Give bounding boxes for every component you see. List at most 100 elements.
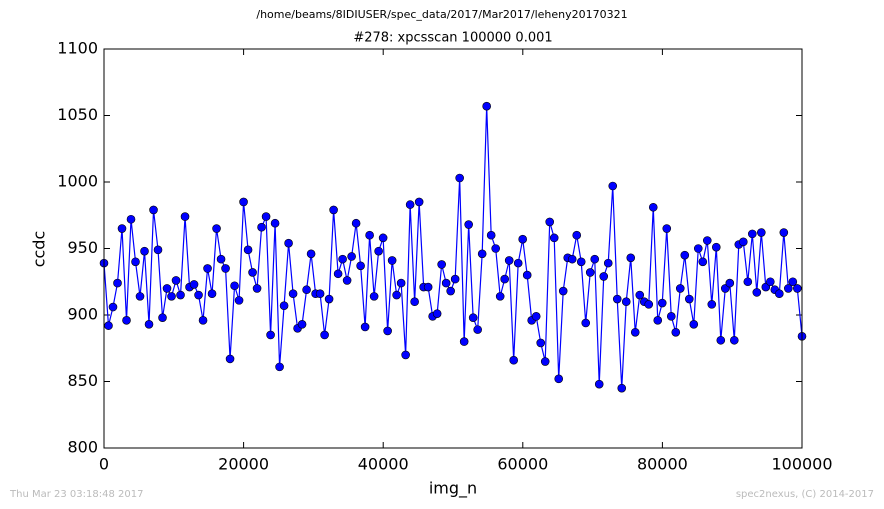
x-tick-label: 80000 xyxy=(637,455,688,474)
data-point xyxy=(158,313,167,322)
data-point xyxy=(455,173,464,183)
data-point xyxy=(338,254,347,264)
chart-title: #278: xpcsscan 100000 0.001 xyxy=(353,31,552,46)
data-point xyxy=(113,278,122,288)
data-point xyxy=(635,290,645,300)
data-point xyxy=(725,278,735,288)
data-point xyxy=(374,246,383,256)
data-point xyxy=(176,290,185,300)
data-point xyxy=(351,218,361,228)
data-point xyxy=(707,300,717,309)
data-point xyxy=(342,276,352,285)
data-point xyxy=(423,282,433,292)
data-point xyxy=(608,181,618,191)
data-point xyxy=(392,290,401,300)
data-point xyxy=(590,254,600,264)
footer-left: Thu Mar 23 03:18:48 2017 xyxy=(9,489,143,500)
data-point xyxy=(779,228,789,237)
data-point xyxy=(545,217,555,227)
data-point xyxy=(104,321,113,330)
data-point xyxy=(446,286,455,296)
data-point xyxy=(360,322,370,332)
data-point xyxy=(135,292,145,301)
data-point xyxy=(117,224,127,233)
data-point xyxy=(716,335,726,345)
data-point xyxy=(671,327,681,337)
data-point xyxy=(405,200,415,209)
data-point xyxy=(257,222,266,232)
x-tick-label: 60000 xyxy=(497,455,548,474)
data-point xyxy=(581,318,591,328)
data-point xyxy=(248,268,257,277)
data-point xyxy=(554,374,564,384)
data-point xyxy=(212,224,221,233)
data-point xyxy=(495,292,505,301)
data-point xyxy=(131,257,140,267)
data-point xyxy=(482,101,491,111)
data-point xyxy=(748,229,757,239)
data-point xyxy=(167,292,176,301)
data-point xyxy=(270,218,280,228)
data-point xyxy=(189,280,199,289)
data-point xyxy=(666,312,676,321)
data-point xyxy=(540,357,550,366)
data-point xyxy=(396,278,406,288)
data-point xyxy=(500,274,509,284)
data-point xyxy=(567,254,577,264)
data-point xyxy=(459,337,469,346)
data-point xyxy=(140,246,149,256)
x-axis-label: img_n xyxy=(429,479,477,499)
data-point xyxy=(203,264,212,273)
data-point xyxy=(144,320,154,329)
data-point xyxy=(171,276,181,285)
data-point xyxy=(711,242,721,252)
data-point xyxy=(594,379,604,389)
data-point xyxy=(356,261,365,271)
data-point xyxy=(284,238,293,248)
data-point xyxy=(491,244,500,253)
data-point xyxy=(468,313,478,322)
data-point xyxy=(194,290,203,300)
data-point xyxy=(207,289,217,299)
data-point xyxy=(612,294,622,304)
data-point xyxy=(509,355,518,365)
data-point xyxy=(432,309,442,318)
data-point xyxy=(693,244,703,253)
x-tick-label: 100000 xyxy=(771,455,832,474)
data-point xyxy=(657,298,667,308)
data-point xyxy=(473,325,482,334)
data-point xyxy=(221,264,230,273)
data-point xyxy=(414,197,424,207)
data-point xyxy=(252,284,262,293)
data-point xyxy=(216,254,226,264)
data-point xyxy=(324,294,334,304)
data-point xyxy=(766,277,775,287)
data-point xyxy=(153,245,163,255)
data-point xyxy=(275,362,284,372)
data-point xyxy=(387,256,397,265)
data-point xyxy=(536,338,546,348)
data-point xyxy=(288,289,298,299)
data-point xyxy=(243,245,253,255)
data-point xyxy=(549,233,559,243)
data-point xyxy=(347,252,356,261)
data-point xyxy=(365,230,374,240)
data-point xyxy=(752,288,762,297)
data-point xyxy=(401,350,410,360)
data-point xyxy=(297,320,307,329)
footer-right: spec2nexus, (C) 2014-2017 xyxy=(736,489,874,500)
data-point xyxy=(230,281,239,291)
data-point xyxy=(239,197,248,207)
x-tick-label: 0 xyxy=(99,455,109,474)
data-point xyxy=(225,354,235,364)
data-point xyxy=(793,284,802,293)
data-point xyxy=(437,260,446,269)
data-point xyxy=(441,278,451,288)
y-tick-label: 900 xyxy=(67,305,98,324)
plot-frame xyxy=(103,48,803,449)
data-point xyxy=(279,301,289,310)
data-point xyxy=(621,297,631,307)
data-point xyxy=(486,230,496,240)
